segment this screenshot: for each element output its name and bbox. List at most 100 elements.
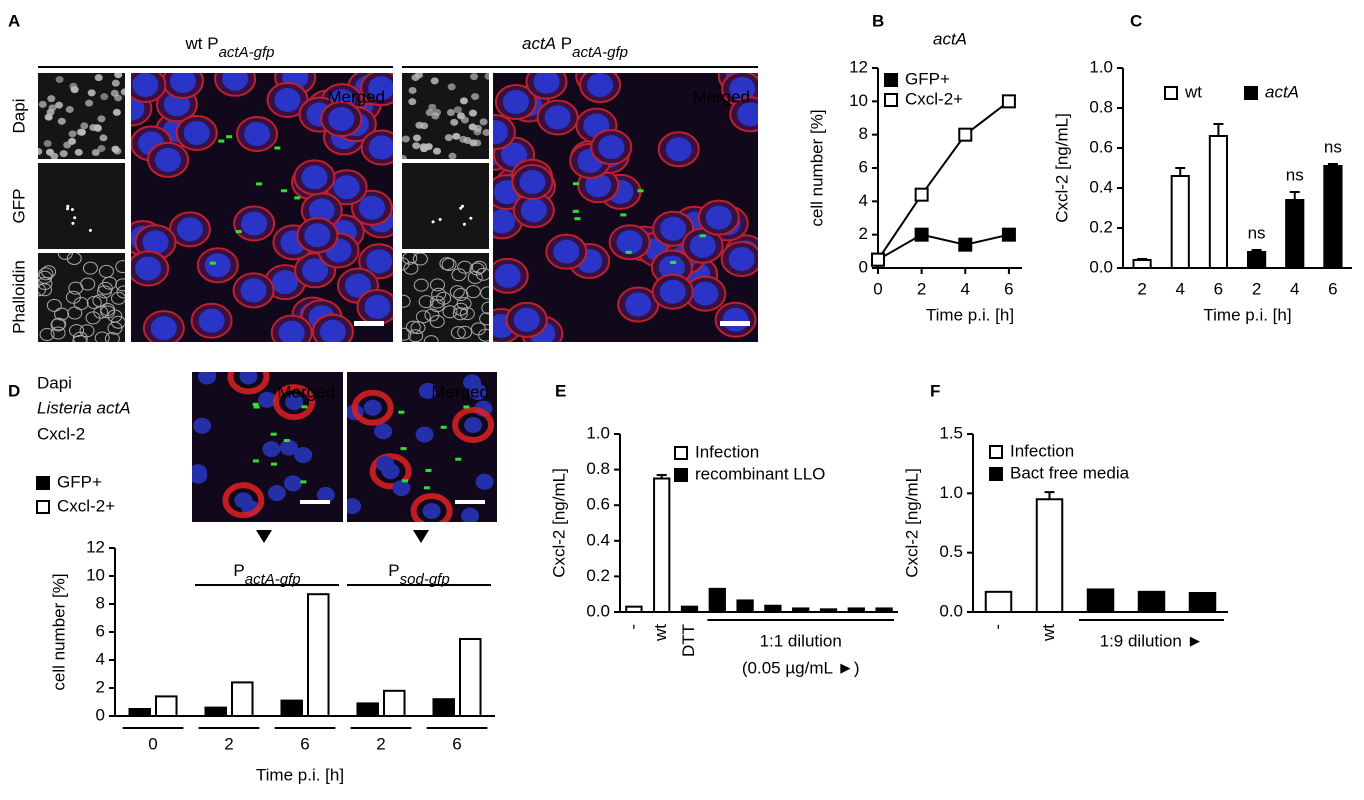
bar [984,590,1013,613]
cell-edge [441,257,457,271]
nucleus [85,99,94,107]
y-axis-label: Cxcl-2 [ng/mL] [902,468,921,578]
cell-edge [451,268,467,282]
x-tick-label: 2 [224,734,233,753]
y-tick-label: 4 [96,649,105,668]
series-line [877,100,1010,261]
gfp-spot [469,216,473,220]
gfp-bacteria [423,486,430,490]
micrograph-content [192,372,335,519]
cell-edge [66,253,82,265]
y-tick-label: 0.4 [586,530,610,549]
y-tick-label: 12 [86,537,105,556]
nucleus [425,108,434,116]
nucleus [285,394,304,411]
legend-swatch [674,468,688,482]
cell-edge [481,301,489,315]
x-tick-label: wt [1039,624,1058,642]
nucleus [461,507,480,522]
cell-edge [402,294,411,308]
nucleus [728,246,755,271]
cell-edge [46,298,62,312]
nucleus [473,128,482,136]
legend-swatch [884,93,898,107]
data-point [958,127,973,142]
nucleus [689,233,716,258]
nucleus [183,120,210,145]
nucleus [494,263,521,288]
cell-edge [456,297,472,311]
nucleus [453,106,462,114]
bar [307,593,330,718]
y-tick-label: 0 [96,705,105,724]
gfp-bacteria [463,405,470,409]
error-bar [1213,123,1224,136]
y-tick-label: 8 [96,593,105,612]
nucleus [68,137,77,145]
bar [459,638,482,717]
legend-label: GFP+ [905,69,950,88]
gfp-bacteria [294,196,301,200]
group-label-run: sod-gfp [400,571,450,588]
gfp-bacteria [670,260,677,264]
x-tick-label: 6 [452,734,461,753]
nucleus [660,216,687,241]
nucleus [433,108,442,116]
nucleus [94,74,103,82]
nucleus [87,89,96,97]
micrograph-content [131,73,393,342]
legend-label: recombinant LLO [695,464,825,483]
nucleus [150,316,177,341]
cxcl-cell [351,389,394,426]
channel-label: GFP [9,189,28,224]
image-header-run: wt P [185,34,219,53]
y-tick-label: 1.5 [939,423,963,442]
bar [1285,199,1305,269]
gfp-bacteria [620,213,627,217]
y-tick-label: 2 [96,677,105,696]
nucleus [520,198,547,223]
nucleus [408,98,417,106]
nucleus [587,73,614,98]
legend-label: Infection [1010,441,1074,460]
gfp-bacteria [256,182,263,186]
cell-edge [85,311,101,325]
annotation: ns [1248,223,1266,242]
x-tick-label: - [988,624,1007,630]
merged-label: Merged [327,87,385,106]
nucleus [475,473,494,490]
nucleus [110,89,119,97]
nucleus [368,76,393,101]
cell-edge [449,285,465,299]
cxcl-cell [452,407,495,444]
cell-edge [110,315,125,329]
nucleus [193,417,212,434]
nucleus [553,239,580,264]
x-tick-label: 6 [1214,279,1223,298]
micrograph-content [38,253,125,342]
gfp-bacteria [699,234,706,238]
image-header-run: P [556,34,572,53]
gfp-bacteria [283,439,290,443]
nucleus [89,124,98,132]
cxcl-cell [410,492,453,522]
arrow [256,530,272,543]
nucleus [38,148,43,156]
cell-edge [459,307,475,321]
nucleus [244,121,271,146]
gfp-bacteria [226,135,233,139]
cell-edge [479,312,489,326]
x-tick-label: 0 [148,734,157,753]
gfp-bacteria [235,230,242,234]
image-header: actA PactA-gfp [522,34,628,61]
gfp-spot [71,221,75,225]
bar [819,608,838,614]
nucleus [38,100,47,108]
cell-edge [96,285,112,299]
cell-edge [412,253,428,266]
cell-edge [418,295,434,309]
micrograph [38,253,125,342]
cell-edge [69,324,85,338]
micrograph-content [402,73,489,159]
nucleus [112,108,121,116]
